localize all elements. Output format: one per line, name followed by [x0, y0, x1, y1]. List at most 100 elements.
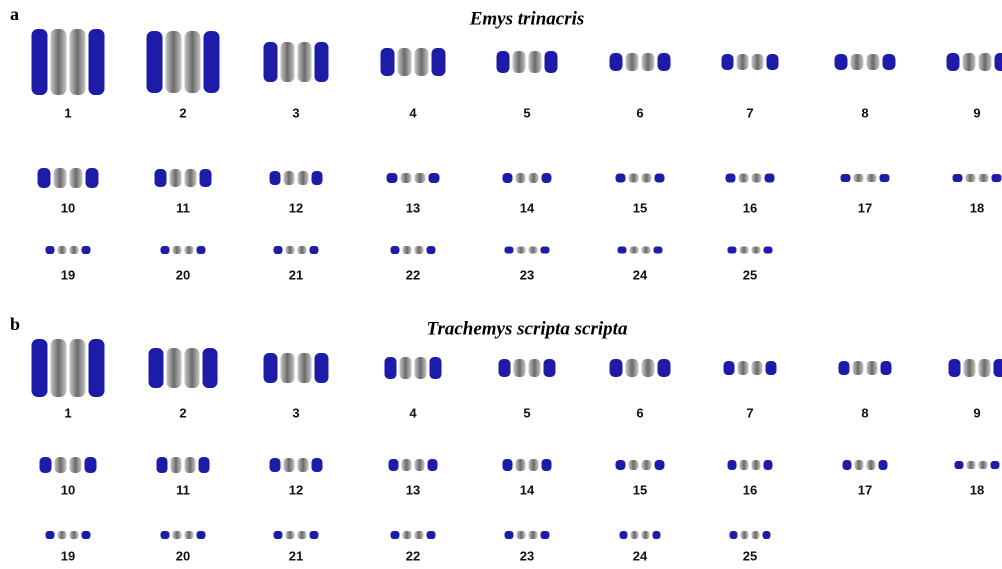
chromatid-stained [616, 460, 626, 470]
chromatid-stained [38, 168, 51, 188]
chromatid [741, 531, 749, 539]
chromosome-set [381, 48, 446, 76]
chromatid-stained [428, 459, 438, 471]
chromatid [529, 531, 538, 539]
chromosome-number: 21 [289, 267, 303, 282]
chromatid-stained [389, 459, 399, 471]
chromatid-stained [432, 48, 446, 76]
chromosome-set [391, 531, 436, 539]
chromosome-set [505, 247, 550, 254]
chromatid [171, 457, 182, 473]
chromatid-stained [658, 359, 671, 377]
chromatid-stained [610, 359, 623, 377]
chromosome-set [497, 51, 558, 73]
chromosome-number: 25 [743, 267, 757, 282]
chromosome-number: 20 [176, 548, 190, 563]
chromosome-set [264, 42, 329, 82]
chromosome-number: 14 [520, 200, 535, 215]
chromatid [298, 531, 307, 539]
chromatid [529, 359, 541, 377]
chromosome-set [620, 531, 661, 539]
chromosome-number: 19 [61, 267, 75, 282]
chromatid-stained [391, 531, 400, 539]
chromatid [401, 173, 412, 183]
chromatid-stained [387, 173, 398, 183]
chromatid-stained [200, 169, 212, 187]
chromosome-number: 3 [292, 105, 299, 120]
chromatid-stained [880, 174, 890, 182]
chromosome-number: 11 [176, 482, 190, 497]
chromatid-stained [542, 173, 552, 183]
chromatid-stained [89, 29, 105, 95]
chromatid-stained [655, 460, 665, 470]
chromosome-set [264, 353, 329, 383]
chromosome-number: 7 [746, 405, 753, 420]
chromosome-number: 12 [289, 200, 303, 215]
chromatid-stained [728, 247, 737, 254]
chromatid [740, 460, 749, 470]
chromosome-number: 5 [523, 105, 530, 120]
chromosome-set [389, 459, 438, 471]
chromatid-stained [767, 54, 779, 70]
chromatid [70, 531, 79, 539]
chromosome-set [616, 174, 665, 183]
chromatid [298, 246, 307, 254]
chromatid-stained [995, 53, 1002, 71]
chromatid [642, 53, 655, 71]
chromatid-stained [883, 54, 896, 70]
chromatid-stained [312, 458, 323, 472]
chromosome-set [726, 174, 775, 183]
chromosome-number: 2 [179, 405, 186, 420]
chromosome-set [841, 174, 890, 182]
chromatid-stained [161, 531, 170, 539]
chromatid-stained [618, 247, 627, 254]
chromatid [867, 174, 877, 182]
chromatid [284, 458, 295, 472]
chromosome-number: 20 [176, 267, 190, 282]
chromosome-set [46, 531, 91, 539]
chromatid [740, 247, 749, 254]
chromatid [529, 247, 538, 254]
chromatid-stained [658, 53, 671, 71]
chromatid [967, 461, 976, 469]
chromatid [170, 169, 182, 187]
chromatid-stained [391, 246, 400, 254]
chromosome-set [155, 169, 212, 187]
chromosome-number: 16 [743, 200, 757, 215]
chromatid-stained [839, 361, 850, 375]
chromatid [286, 531, 295, 539]
chromatid-stained [315, 42, 329, 82]
chromosome-number: 19 [61, 548, 75, 563]
chromatid [963, 53, 976, 71]
chromosome-number: 7 [746, 105, 753, 120]
chromatid [298, 42, 312, 82]
chromatid [402, 459, 412, 471]
chromosome-set [274, 531, 319, 539]
chromosome-number: 15 [633, 482, 647, 497]
chromosome-number: 23 [520, 267, 534, 282]
chromatid-stained [32, 339, 48, 397]
chromosome-number: 1 [64, 105, 71, 120]
chromatid [70, 168, 83, 188]
chromosome-set [270, 458, 323, 472]
chromosome-set [616, 460, 665, 470]
chromatid-stained [82, 531, 91, 539]
chromosome-number: 13 [406, 482, 420, 497]
chromatid-stained [274, 246, 283, 254]
chromatid-stained [610, 53, 623, 71]
chromatid-stained [953, 174, 963, 182]
chromatid [70, 246, 79, 254]
chromosome-number: 22 [406, 548, 420, 563]
chromatid-stained [82, 246, 91, 254]
chromatid [979, 359, 991, 377]
chromatid [642, 531, 650, 539]
karyotype-figure: a Emys trinacris b Trachemys scripta scr… [0, 0, 1002, 569]
chromatid [185, 457, 196, 473]
chromatid-stained [315, 353, 329, 383]
chromatid [185, 31, 201, 93]
chromosome-number: 4 [409, 105, 417, 120]
chromatid-stained [310, 246, 319, 254]
chromosome-number: 10 [61, 200, 75, 215]
chromatid-stained [881, 361, 892, 375]
chromosome-set [728, 460, 773, 470]
